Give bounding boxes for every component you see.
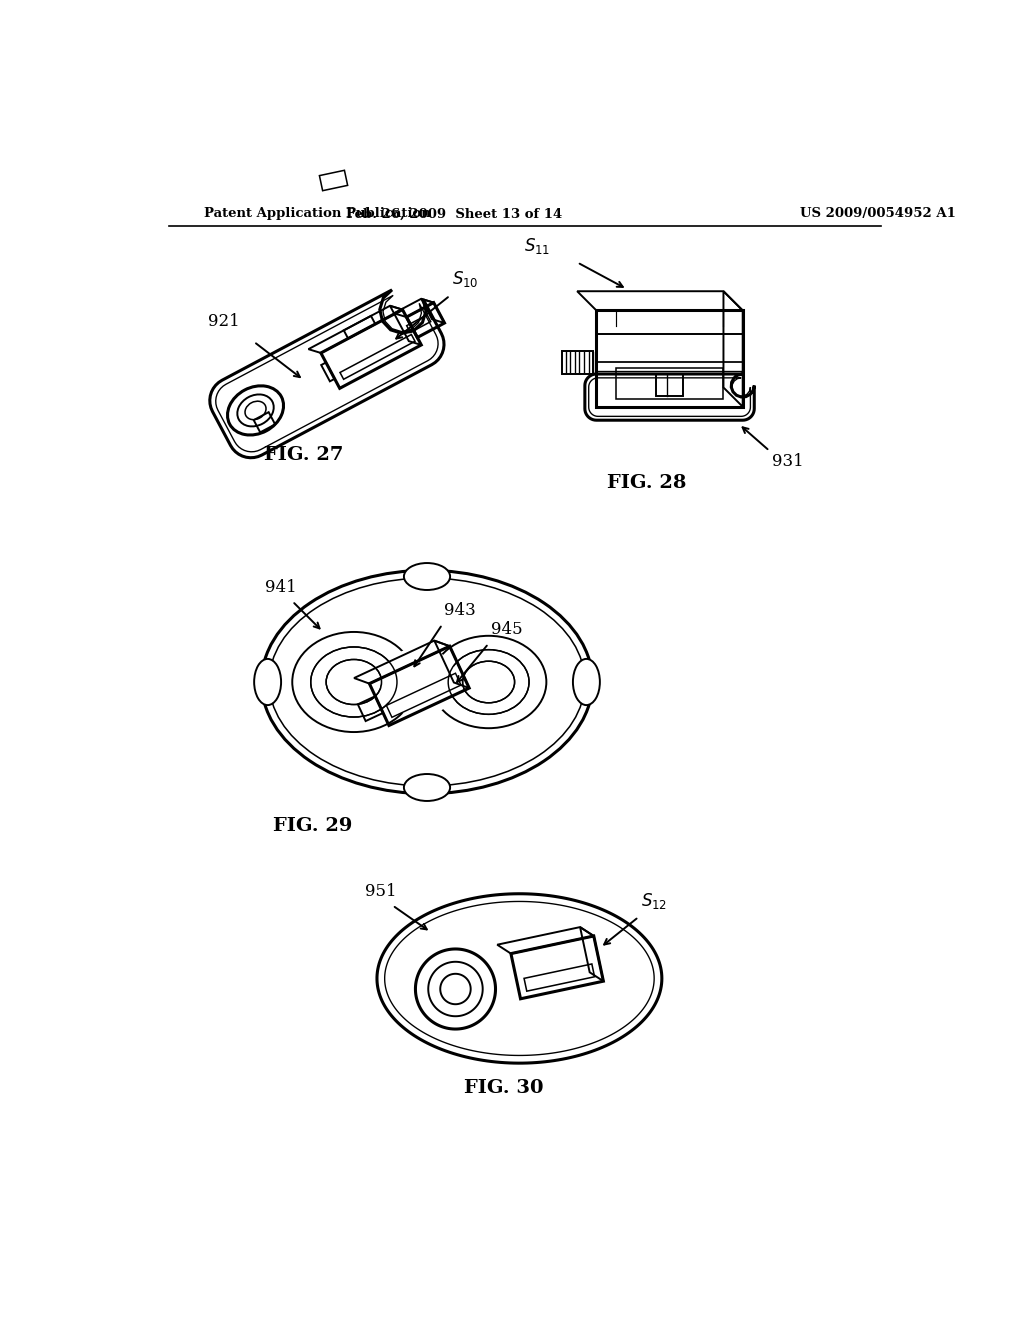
Text: $S_{10}$: $S_{10}$ <box>452 269 478 289</box>
Text: 951: 951 <box>366 883 397 900</box>
Text: $S_{11}$: $S_{11}$ <box>524 236 550 256</box>
Ellipse shape <box>572 659 600 705</box>
Text: FIG. 27: FIG. 27 <box>264 446 343 463</box>
Text: 921: 921 <box>208 313 240 330</box>
Text: FIG. 28: FIG. 28 <box>607 474 686 492</box>
Text: 943: 943 <box>444 602 476 619</box>
Ellipse shape <box>254 659 282 705</box>
Ellipse shape <box>403 774 451 801</box>
Text: 945: 945 <box>490 622 522 638</box>
Text: US 2009/0054952 A1: US 2009/0054952 A1 <box>801 207 956 220</box>
Text: Patent Application Publication: Patent Application Publication <box>204 207 430 220</box>
Text: 931: 931 <box>772 453 804 470</box>
Text: $S_{12}$: $S_{12}$ <box>641 891 668 911</box>
Text: FIG. 30: FIG. 30 <box>464 1078 544 1097</box>
Text: Feb. 26, 2009  Sheet 13 of 14: Feb. 26, 2009 Sheet 13 of 14 <box>346 207 562 220</box>
Text: 941: 941 <box>265 578 297 595</box>
Text: FIG. 29: FIG. 29 <box>273 817 352 834</box>
Ellipse shape <box>403 564 451 590</box>
Ellipse shape <box>381 647 458 717</box>
